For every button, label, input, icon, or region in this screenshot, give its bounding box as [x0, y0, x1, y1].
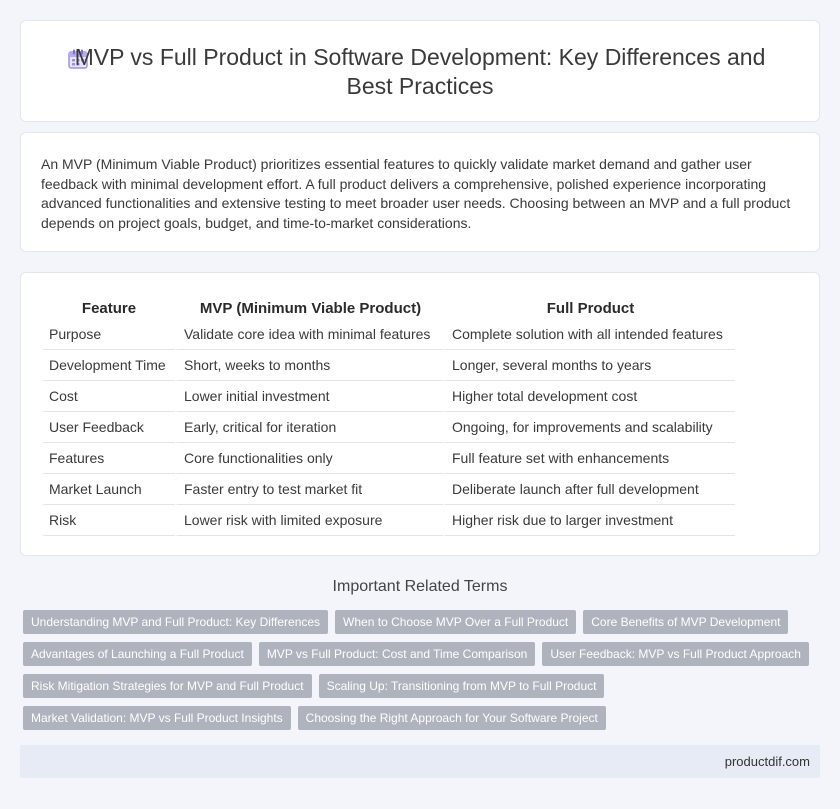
footer: productdif.com — [20, 745, 820, 778]
table-cell: Short, weeks to months — [175, 350, 443, 381]
header-card: MVP vs Full Product in Software Developm… — [20, 20, 820, 122]
site-link[interactable]: productdif.com — [724, 754, 810, 769]
table-cell: Market Launch — [43, 474, 175, 505]
table-header-row: Feature MVP (Minimum Viable Product) Ful… — [43, 297, 735, 319]
related-term-link[interactable]: Choosing the Right Approach for Your Sof… — [297, 706, 606, 730]
table-cell: Validate core idea with minimal features — [175, 319, 443, 350]
table-cell: Higher risk due to larger investment — [443, 505, 735, 536]
table-row: Market Launch Faster entry to test marke… — [43, 474, 735, 505]
table-cell: Features — [43, 443, 175, 474]
tag-row: Advantages of Launching a Full Product M… — [23, 642, 813, 666]
table-cell: Longer, several months to years — [443, 350, 735, 381]
comparison-table: Feature MVP (Minimum Viable Product) Ful… — [43, 297, 735, 536]
table-cell: Faster entry to test market fit — [175, 474, 443, 505]
table-cell: Deliberate launch after full development — [443, 474, 735, 505]
table-cell: Cost — [43, 381, 175, 412]
related-term-link[interactable]: Understanding MVP and Full Product: Key … — [23, 610, 329, 634]
table-cell: User Feedback — [43, 412, 175, 443]
related-terms-heading: Important Related Terms — [332, 578, 508, 595]
intro-paragraph: An MVP (Minimum Viable Product) prioriti… — [41, 156, 791, 231]
comparison-card: Feature MVP (Minimum Viable Product) Ful… — [20, 272, 820, 556]
table-cell: Ongoing, for improvements and scalabilit… — [443, 412, 735, 443]
table-cell: Complete solution with all intended feat… — [443, 319, 735, 350]
table-row: Development Time Short, weeks to months … — [43, 350, 735, 381]
table-cell: Lower risk with limited exposure — [175, 505, 443, 536]
column-header-feature: Feature — [81, 299, 137, 317]
table-row: Features Core functionalities only Full … — [43, 443, 735, 474]
calendar-icon — [67, 48, 89, 70]
column-header-full-product: Full Product — [443, 297, 735, 319]
related-terms-list: Understanding MVP and Full Product: Key … — [23, 610, 813, 738]
related-term-link[interactable]: Core Benefits of MVP Development — [583, 610, 789, 634]
table-cell: Risk — [43, 505, 175, 536]
tag-row: Market Validation: MVP vs Full Product I… — [23, 706, 813, 730]
table-cell: Higher total development cost — [443, 381, 735, 412]
related-term-link[interactable]: Advantages of Launching a Full Product — [23, 642, 252, 666]
related-term-link[interactable]: MVP vs Full Product: Cost and Time Compa… — [258, 642, 536, 666]
table-cell: Early, critical for iteration — [175, 412, 443, 443]
intro-card: An MVP (Minimum Viable Product) prioriti… — [20, 132, 820, 252]
page-title: MVP vs Full Product in Software Developm… — [74, 44, 766, 99]
tag-row: Risk Mitigation Strategies for MVP and F… — [23, 674, 813, 698]
table-cell: Lower initial investment — [175, 381, 443, 412]
related-term-link[interactable]: Scaling Up: Transitioning from MVP to Fu… — [318, 674, 605, 698]
table-cell: Full feature set with enhancements — [443, 443, 735, 474]
table-row: Risk Lower risk with limited exposure Hi… — [43, 505, 735, 536]
related-term-link[interactable]: Risk Mitigation Strategies for MVP and F… — [23, 674, 312, 698]
table-row: User Feedback Early, critical for iterat… — [43, 412, 735, 443]
table-row: Cost Lower initial investment Higher tot… — [43, 381, 735, 412]
tag-row: Understanding MVP and Full Product: Key … — [23, 610, 813, 634]
table-cell: Development Time — [43, 350, 175, 381]
table-cell: Core functionalities only — [175, 443, 443, 474]
table-cell: Purpose — [43, 319, 175, 350]
table-row: Purpose Validate core idea with minimal … — [43, 319, 735, 350]
column-header-mvp: MVP (Minimum Viable Product) — [175, 297, 443, 319]
related-term-link[interactable]: When to Choose MVP Over a Full Product — [335, 610, 577, 634]
related-term-link[interactable]: Market Validation: MVP vs Full Product I… — [23, 706, 291, 730]
related-term-link[interactable]: User Feedback: MVP vs Full Product Appro… — [542, 642, 809, 666]
